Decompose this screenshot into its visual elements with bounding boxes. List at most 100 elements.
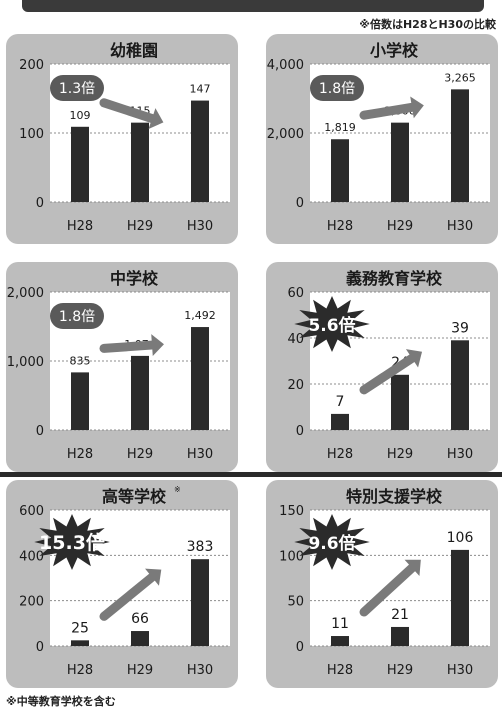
x-tick-label: H29 <box>387 447 413 462</box>
header-bar <box>22 0 484 12</box>
x-tick-label: H30 <box>187 663 213 678</box>
bar <box>451 549 469 646</box>
chart-title: 特別支援学校 <box>346 487 443 506</box>
x-tick-label: H29 <box>127 219 153 234</box>
ratio-label: 9.6倍 <box>308 533 355 554</box>
x-tick-label: H30 <box>187 219 213 234</box>
y-tick-label: 40 <box>287 332 304 347</box>
y-tick-label: 60 <box>287 286 304 301</box>
bar <box>191 559 209 646</box>
y-tick-label: 0 <box>296 196 304 211</box>
growth-arrow <box>359 559 421 617</box>
y-tick-label: 100 <box>279 549 304 564</box>
chart-title: 高等学校 <box>102 487 167 506</box>
title-footnote-mark: ※ <box>174 485 181 494</box>
bar <box>451 340 469 430</box>
chart-elementary-school: 02,0004,0001,8192,3003,265H28H29H30小学校1.… <box>266 34 498 244</box>
ratio-badge <box>294 514 370 570</box>
chart-title: 小学校 <box>370 41 419 60</box>
x-tick-label: H28 <box>67 219 93 234</box>
x-tick-label: H30 <box>447 663 473 678</box>
bar <box>331 413 349 430</box>
chart-svg: 0100200109115147H28H29H30幼稚園1.3倍 <box>19 41 230 234</box>
chart-title: 中学校 <box>110 269 159 288</box>
ratio-label: 1.3倍 <box>59 81 95 97</box>
chart-special-support-school: 0 50 100 150 11 21 106 H28 H29 H30 特別支援学校 9.6倍 <box>266 480 498 688</box>
bar <box>71 372 89 430</box>
comparison-note: ※倍数はH28とH30の比較 <box>359 18 496 31</box>
growth-arrow <box>99 568 162 621</box>
y-tick-label: 50 <box>287 595 304 610</box>
growth-arrow-head <box>151 334 164 357</box>
chart-svg: 0 200 400 600 25 66 383 H28 H29 H30 高等学校 ※ 15.3倍 <box>19 485 230 678</box>
bar <box>131 122 149 202</box>
bar <box>191 100 209 202</box>
section-divider <box>0 472 502 477</box>
data-label: 39 <box>451 320 469 336</box>
y-tick-label: 0 <box>296 640 304 655</box>
x-tick-label: H29 <box>127 447 153 462</box>
bar <box>331 139 349 202</box>
bar <box>391 626 409 646</box>
bar <box>451 89 469 202</box>
data-label: 106 <box>447 530 474 546</box>
bar <box>391 122 409 202</box>
growth-arrow <box>99 334 164 357</box>
x-tick-label: H30 <box>447 219 473 234</box>
y-tick-label: 200 <box>19 595 44 610</box>
growth-arrow-head <box>148 108 164 130</box>
growth-arrow-shaft <box>99 340 157 353</box>
bar <box>191 327 209 430</box>
x-tick-label: H28 <box>67 447 93 462</box>
data-label: 383 <box>187 539 214 555</box>
y-tick-label: 150 <box>279 504 304 519</box>
y-tick-label: 4,000 <box>267 58 304 73</box>
data-label: 109 <box>70 109 91 122</box>
growth-arrow-shaft <box>359 563 417 617</box>
chart-svg: 020406072439H28H29H30義務教育学校5.6倍 <box>287 269 490 462</box>
growth-arrow-shaft <box>99 98 157 124</box>
x-tick-label: H28 <box>327 447 353 462</box>
growth-arrow-head <box>145 568 162 586</box>
x-tick-label: H30 <box>447 447 473 462</box>
y-tick-label: 400 <box>19 549 44 564</box>
growth-arrow <box>359 96 424 120</box>
x-tick-label: H28 <box>327 663 353 678</box>
ratio-badge <box>50 303 104 329</box>
y-tick-label: 600 <box>19 504 44 519</box>
x-tick-label: H29 <box>127 663 153 678</box>
y-tick-label: 2,000 <box>7 286 44 301</box>
x-tick-label: H28 <box>327 219 353 234</box>
data-label: 11 <box>331 616 349 632</box>
chart-compulsory-education-school: 020406072439H28H29H30義務教育学校5.6倍 <box>266 262 498 472</box>
ratio-label: 15.3倍 <box>39 531 105 554</box>
x-tick-label: H28 <box>67 663 93 678</box>
bar <box>71 640 89 646</box>
y-tick-label: 20 <box>287 378 304 393</box>
chart-kindergarten: 0100200109115147H28H29H30幼稚園1.3倍 <box>6 34 238 244</box>
data-label: 835 <box>70 354 91 367</box>
bar <box>131 631 149 646</box>
growth-arrow-head <box>404 559 421 576</box>
ratio-badge <box>310 75 364 101</box>
ratio-badge <box>34 514 110 570</box>
growth-arrow-head <box>405 349 423 368</box>
chart-svg: 0 50 100 150 11 21 106 H28 H29 H30 特別支援学校 9.6倍 <box>279 487 490 678</box>
footnote: ※中等教育学校を含む <box>6 695 116 708</box>
y-tick-label: 0 <box>36 640 44 655</box>
chart-svg: 02,0004,0001,8192,3003,265H28H29H30小学校1.… <box>267 41 490 234</box>
data-label: 66 <box>131 611 149 627</box>
y-tick-label: 100 <box>19 127 44 142</box>
growth-arrow-head <box>410 96 424 119</box>
data-label: 147 <box>190 83 211 96</box>
bar <box>331 636 349 646</box>
y-tick-label: 2,000 <box>267 127 304 142</box>
y-tick-label: 200 <box>19 58 44 73</box>
ratio-label: 1.8倍 <box>319 81 355 97</box>
ratio-badge <box>294 296 370 352</box>
bar <box>131 355 149 430</box>
bar <box>391 374 409 430</box>
y-tick-label: 0 <box>36 424 44 439</box>
